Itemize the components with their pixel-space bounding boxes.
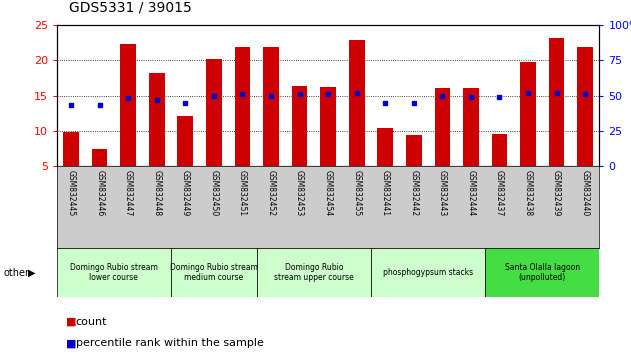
Bar	[121, 44, 136, 166]
Text: Santa Olalla lagoon
(unpolluted): Santa Olalla lagoon (unpolluted)	[505, 263, 580, 282]
Point	[237, 91, 247, 97]
Text: GSM832453: GSM832453	[295, 170, 304, 217]
Bar	[520, 62, 536, 166]
Text: count: count	[76, 317, 107, 327]
Point	[295, 91, 305, 97]
Bar	[235, 47, 251, 166]
Point	[466, 94, 476, 100]
Text: ■: ■	[66, 338, 77, 348]
Text: GSM832440: GSM832440	[581, 170, 589, 217]
Point	[523, 90, 533, 96]
Point	[580, 91, 590, 97]
Text: GSM832445: GSM832445	[67, 170, 76, 217]
Bar	[263, 47, 279, 166]
Text: Domingo Rubio stream
lower course: Domingo Rubio stream lower course	[70, 263, 158, 282]
Bar	[549, 38, 565, 166]
Text: phosphogypsum stacks: phosphogypsum stacks	[383, 268, 473, 277]
Text: GSM832448: GSM832448	[152, 170, 162, 217]
Bar	[435, 88, 450, 166]
Bar	[206, 59, 221, 166]
Text: Domingo Rubio
stream upper course: Domingo Rubio stream upper course	[274, 263, 354, 282]
Text: GSM832446: GSM832446	[95, 170, 104, 217]
Bar	[257, 248, 371, 297]
Text: GSM832455: GSM832455	[352, 170, 361, 217]
Bar	[171, 248, 257, 297]
Bar	[406, 135, 422, 166]
Point	[351, 90, 362, 96]
Text: GSM832438: GSM832438	[524, 170, 533, 217]
Bar	[492, 134, 507, 166]
Text: GSM832442: GSM832442	[410, 170, 418, 217]
Text: GSM832450: GSM832450	[209, 170, 218, 217]
Point	[123, 96, 133, 101]
Text: GSM832441: GSM832441	[380, 170, 390, 217]
Bar	[485, 248, 599, 297]
Point	[409, 100, 419, 105]
Point	[209, 93, 219, 98]
Point	[151, 97, 162, 103]
Text: Domingo Rubio stream
medium course: Domingo Rubio stream medium course	[170, 263, 258, 282]
Text: percentile rank within the sample: percentile rank within the sample	[76, 338, 264, 348]
Bar	[377, 128, 393, 166]
Bar	[321, 87, 336, 166]
Point	[95, 103, 105, 108]
Point	[323, 91, 333, 97]
Text: ▶: ▶	[28, 268, 36, 278]
Bar	[57, 248, 171, 297]
Text: GSM832447: GSM832447	[124, 170, 133, 217]
Text: GSM832439: GSM832439	[552, 170, 561, 217]
Point	[437, 93, 447, 98]
Text: GSM832437: GSM832437	[495, 170, 504, 217]
Bar	[177, 116, 193, 166]
Bar	[149, 73, 165, 166]
Text: ■: ■	[66, 317, 77, 327]
Text: GSM832444: GSM832444	[466, 170, 475, 217]
Bar	[292, 86, 307, 166]
Point	[180, 100, 191, 105]
Point	[380, 100, 391, 105]
Bar	[349, 40, 365, 166]
Point	[495, 94, 505, 100]
Text: GSM832452: GSM832452	[266, 170, 276, 217]
Text: GDS5331 / 39015: GDS5331 / 39015	[69, 0, 192, 14]
Text: other: other	[3, 268, 29, 278]
Bar	[371, 248, 485, 297]
Bar	[91, 149, 107, 166]
Text: GSM832451: GSM832451	[238, 170, 247, 217]
Point	[66, 103, 76, 108]
Text: GSM832443: GSM832443	[438, 170, 447, 217]
Bar	[577, 47, 593, 166]
Point	[551, 90, 562, 96]
Point	[266, 93, 276, 98]
Text: GSM832449: GSM832449	[181, 170, 190, 217]
Bar	[63, 132, 79, 166]
Bar	[463, 88, 479, 166]
Text: GSM832454: GSM832454	[324, 170, 333, 217]
